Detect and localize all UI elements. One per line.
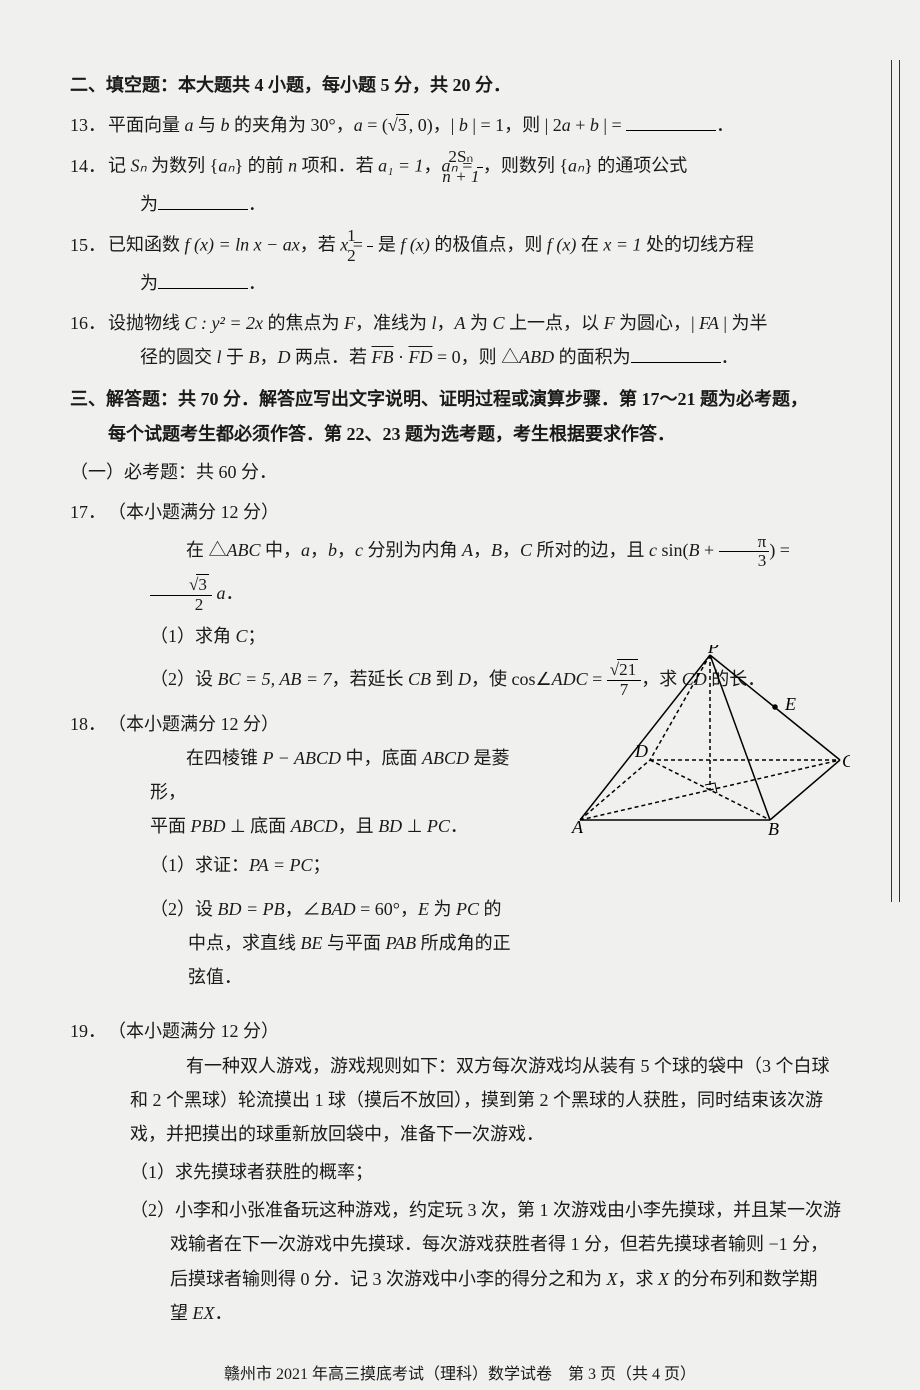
q15-num: 15． [70, 228, 108, 262]
q19-p2: 和 2 个黑球）轮流摸出 1 球（摸后不放回），摸到第 2 个黑球的人获胜，同时… [70, 1083, 850, 1117]
q14-blank [158, 192, 248, 210]
section-3-header-2: 每个试题考生都必须作答．第 22、23 题为选考题，考生根据要求作答． [70, 417, 850, 451]
q18-sub1: （1）求证：PA = PC； [70, 848, 520, 882]
q16-blank [631, 345, 721, 363]
page-footer: 赣州市 2021 年高三摸底考试（理科）数学试卷 第 3 页（共 4 页） [70, 1360, 850, 1390]
q13-expr1: a [354, 115, 363, 135]
q14-line2: 为． [70, 187, 850, 221]
svg-text:C: C [842, 751, 850, 771]
question-14: 14．记 Sₙ 为数列 {aₙ} 的前 n 项和．若 a₁ = 1，aₙ = 2… [70, 148, 850, 187]
section-2-header: 二、填空题：本大题共 4 小题，每小题 5 分，共 20 分． [70, 68, 850, 102]
q18-line2: 平面 PBD ⊥ 底面 ABCD，且 BD ⊥ PC． [70, 809, 520, 843]
q18-body: 在四棱锥 P − ABCD 中，底面 ABCD 是菱形， [70, 741, 520, 809]
question-15: 15．已知函数 f (x) = ln x − ax，若 x = 12 是 f (… [70, 227, 850, 266]
q16-num: 16． [70, 306, 108, 340]
q17-pi3: π3 [719, 533, 770, 572]
svg-text:P: P [707, 645, 719, 657]
q18-num: 18． [70, 707, 108, 741]
question-19: 19．（本小题满分 12 分） [70, 1014, 850, 1048]
q19-sub2-a: （2）小李和小张准备玩这种游戏，约定玩 3 次，第 1 次游戏由小李先摸球，并且… [70, 1193, 850, 1227]
q13-expr2: | b | = 1 [451, 115, 504, 135]
q19-sub2-f: 望 EX． [70, 1296, 850, 1330]
page-right-border [891, 60, 892, 902]
q18-line4: 中点，求直线 BE 与平面 PAB 所成角的正 [70, 926, 520, 960]
page-right-border-2 [899, 60, 900, 902]
q16-line2: 径的圆交 l 于 B，D 两点．若 FB · FD = 0，则 △ABD 的面积… [70, 340, 850, 374]
q13-expr3: | 2a + b | = [545, 115, 627, 135]
q18-sub2: （2）设 BD = PB，∠BAD = 60°，E 为 PC 的 [70, 892, 520, 926]
q19-sub2-b: 戏输者在下一次游戏中先摸球．每次游戏获胜者得 1 分，但若先摸球者输则 −1 分… [70, 1227, 850, 1261]
q14-num: 14． [70, 149, 108, 183]
q18-line5: 弦值． [70, 960, 520, 994]
q15-blank [158, 271, 248, 289]
q17-num: 17． [70, 495, 108, 529]
q15-line2: 为． [70, 266, 850, 300]
svg-text:E: E [784, 694, 796, 714]
section-3-sub: （一）必考题：共 60 分． [70, 455, 850, 489]
svg-text:A: A [571, 817, 584, 835]
q18-figure: P E A B C D [550, 645, 850, 835]
question-16: 16．设抛物线 C : y² = 2x 的焦点为 F，准线为 l，A 为 C 上… [70, 306, 850, 340]
q13-blank [626, 113, 716, 131]
q19-num: 19． [70, 1014, 108, 1048]
question-13: 13．平面向量 a 与 b 的夹角为 30°，a = (3, 0)，| b | … [70, 108, 850, 142]
q19-p3: 戏，并把摸出的球重新放回袋中，准备下一次游戏． [70, 1117, 850, 1151]
question-17: 17．（本小题满分 12 分） [70, 495, 850, 529]
q13-num: 13． [70, 108, 108, 142]
svg-text:D: D [634, 741, 648, 761]
q19-sub2-c: 后摸球者输则得 0 分．记 3 次游戏中小李的得分之和为 X，求 X 的分布列和… [70, 1262, 850, 1296]
q19-sub1: （1）求先摸球者获胜的概率； [70, 1155, 850, 1189]
q17-body: 在 △ABC 中，a，b，c 分别为内角 A，B，C 所对的边，且 c sin(… [70, 529, 850, 615]
svg-text:B: B [768, 819, 779, 835]
q19-p1: 有一种双人游戏，游戏规则如下：双方每次游戏均从装有 5 个球的袋中（3 个白球 [70, 1049, 850, 1083]
section-3-header: 三、解答题：共 70 分．解答应写出文字说明、证明过程或演算步骤．第 17～21… [70, 382, 850, 416]
q17-sqrt3-2: 32 [150, 576, 212, 615]
